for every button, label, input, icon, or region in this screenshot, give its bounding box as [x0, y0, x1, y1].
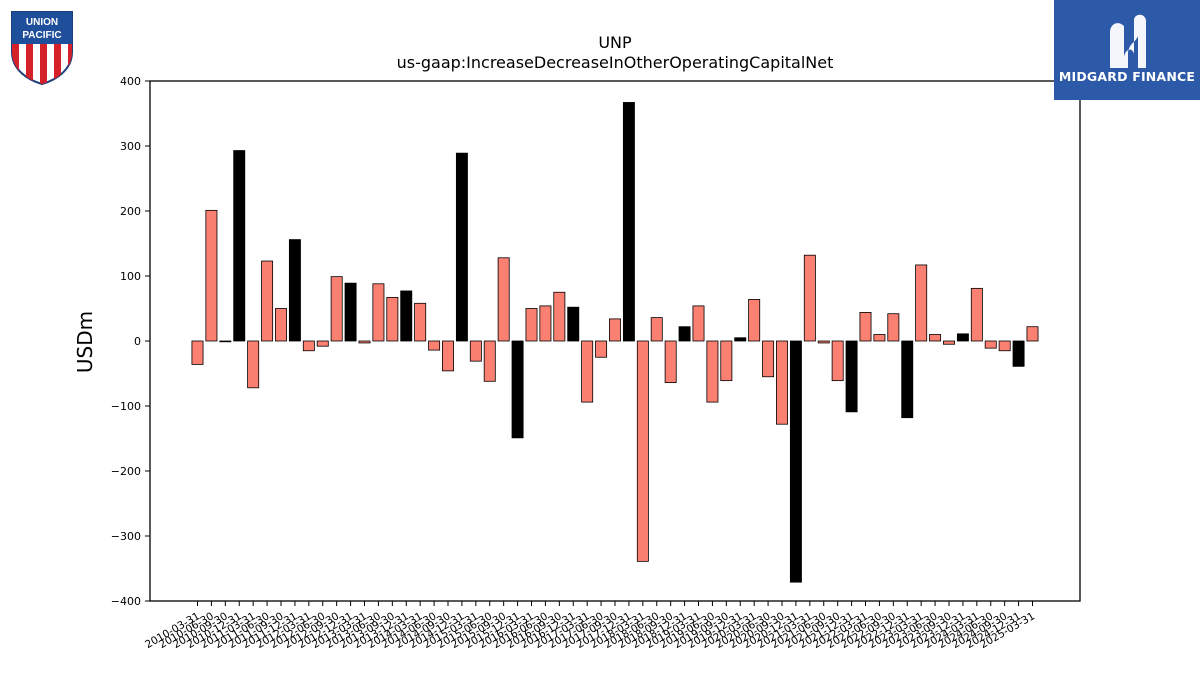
y-tick-label: 200	[120, 205, 141, 218]
bar-2018-06-30	[650, 317, 663, 342]
bar-2017-12-31	[622, 102, 635, 342]
bar-2011-12-31	[288, 239, 301, 342]
bar-2016-03-31	[525, 308, 538, 342]
bars-group	[191, 102, 1039, 583]
bar-2017-09-30	[609, 318, 621, 342]
y-tick-label: 300	[120, 140, 141, 153]
bar-2019-12-31	[734, 337, 747, 342]
bar-2022-12-31	[901, 340, 914, 419]
bar-2012-12-31	[344, 282, 357, 342]
bar-2024-03-31	[970, 287, 983, 342]
bar-2012-03-31	[302, 340, 315, 352]
bar-2021-03-31	[803, 254, 816, 342]
shield-icon: UNION PACIFIC	[11, 11, 73, 86]
bar-2024-09-30	[998, 340, 1011, 352]
bar-2015-12-31	[511, 340, 524, 439]
union-pacific-logo: UNION PACIFIC	[8, 8, 76, 86]
bar-2017-06-30	[595, 340, 608, 358]
bar-2023-06-30	[929, 334, 942, 342]
bar-2015-03-31	[469, 340, 482, 362]
plot-frame	[149, 80, 1081, 602]
bar-2022-06-30	[873, 334, 886, 342]
bar-2018-12-31	[678, 326, 691, 342]
bar-2021-06-30	[817, 340, 830, 344]
y-tick-label: 0	[134, 335, 141, 348]
bar-2016-06-30	[539, 305, 552, 342]
y-axis: −400 −300 −200 −100 0 100 200 300 400	[111, 75, 150, 608]
bar-2010-03-31	[191, 340, 204, 365]
bar-2014-09-30	[442, 340, 454, 372]
bar-2016-09-30	[553, 291, 566, 342]
y-tick-label: 400	[120, 75, 141, 88]
bar-2022-09-30	[887, 313, 900, 342]
bar-2020-12-31	[789, 340, 802, 583]
bar-2020-09-30	[776, 340, 788, 425]
bar-2021-09-30	[831, 340, 844, 382]
bar-2019-03-31	[692, 305, 705, 342]
bar-2010-09-30	[219, 340, 232, 343]
y-axis-label: USDm	[73, 311, 97, 373]
chart-title: UNP	[598, 33, 632, 52]
bar-2011-06-30	[261, 260, 274, 342]
bar-2024-12-31	[1012, 340, 1025, 367]
bar-2014-03-31	[414, 302, 427, 342]
y-tick-label: −200	[111, 465, 141, 478]
bar-2011-03-31	[247, 340, 260, 389]
bar-2013-06-30	[372, 283, 385, 342]
bar-2023-09-30	[943, 340, 955, 345]
bar-2017-03-31	[581, 340, 594, 403]
bar-2015-06-30	[483, 340, 496, 382]
logo-text-union: UNION	[26, 17, 58, 28]
x-axis: 2010-03-312010-06-302010-09-302010-12-31…	[143, 601, 1037, 651]
bar-2021-12-31	[845, 340, 858, 413]
bar-2018-03-31	[636, 340, 649, 562]
bar-2019-09-30	[720, 340, 733, 382]
bar-2013-09-30	[386, 297, 399, 342]
logo-text-pacific: PACIFIC	[22, 30, 61, 41]
bar-2010-12-31	[233, 150, 246, 342]
bar-2020-03-31	[748, 298, 761, 342]
bar-2010-06-30	[205, 209, 218, 342]
midgard-finance-text: MIDGARD FINANCE	[1058, 69, 1196, 84]
y-tick-label: 100	[120, 270, 141, 283]
bar-2025-03-31	[1026, 326, 1039, 342]
bar-2011-09-30	[275, 308, 287, 342]
bar-2023-03-31	[915, 264, 928, 342]
bar-2019-06-30	[706, 340, 719, 403]
bar-2013-12-31	[400, 290, 413, 342]
bar-2014-06-30	[428, 340, 441, 351]
bar-2016-12-31	[567, 306, 580, 342]
bar-2014-12-31	[455, 152, 468, 342]
bar-2013-03-31	[358, 340, 371, 344]
bar-2018-09-30	[664, 340, 677, 383]
bar-2022-03-31	[859, 311, 872, 342]
y-tick-label: −100	[111, 400, 141, 413]
bar-2020-06-30	[762, 340, 775, 378]
chart-subtitle: us-gaap:IncreaseDecreaseInOtherOperating…	[397, 53, 834, 72]
bar-2024-06-30	[984, 340, 997, 349]
y-tick-label: −400	[111, 595, 141, 608]
y-tick-label: −300	[111, 530, 141, 543]
bar-2015-09-30	[497, 257, 510, 342]
midgard-mark-icon	[1110, 14, 1146, 69]
midgard-finance-logo: MIDGARD FINANCE	[1054, 0, 1200, 100]
bar-2012-06-30	[316, 340, 329, 347]
bar-2023-12-31	[956, 333, 969, 342]
bar-2012-09-30	[330, 276, 343, 342]
